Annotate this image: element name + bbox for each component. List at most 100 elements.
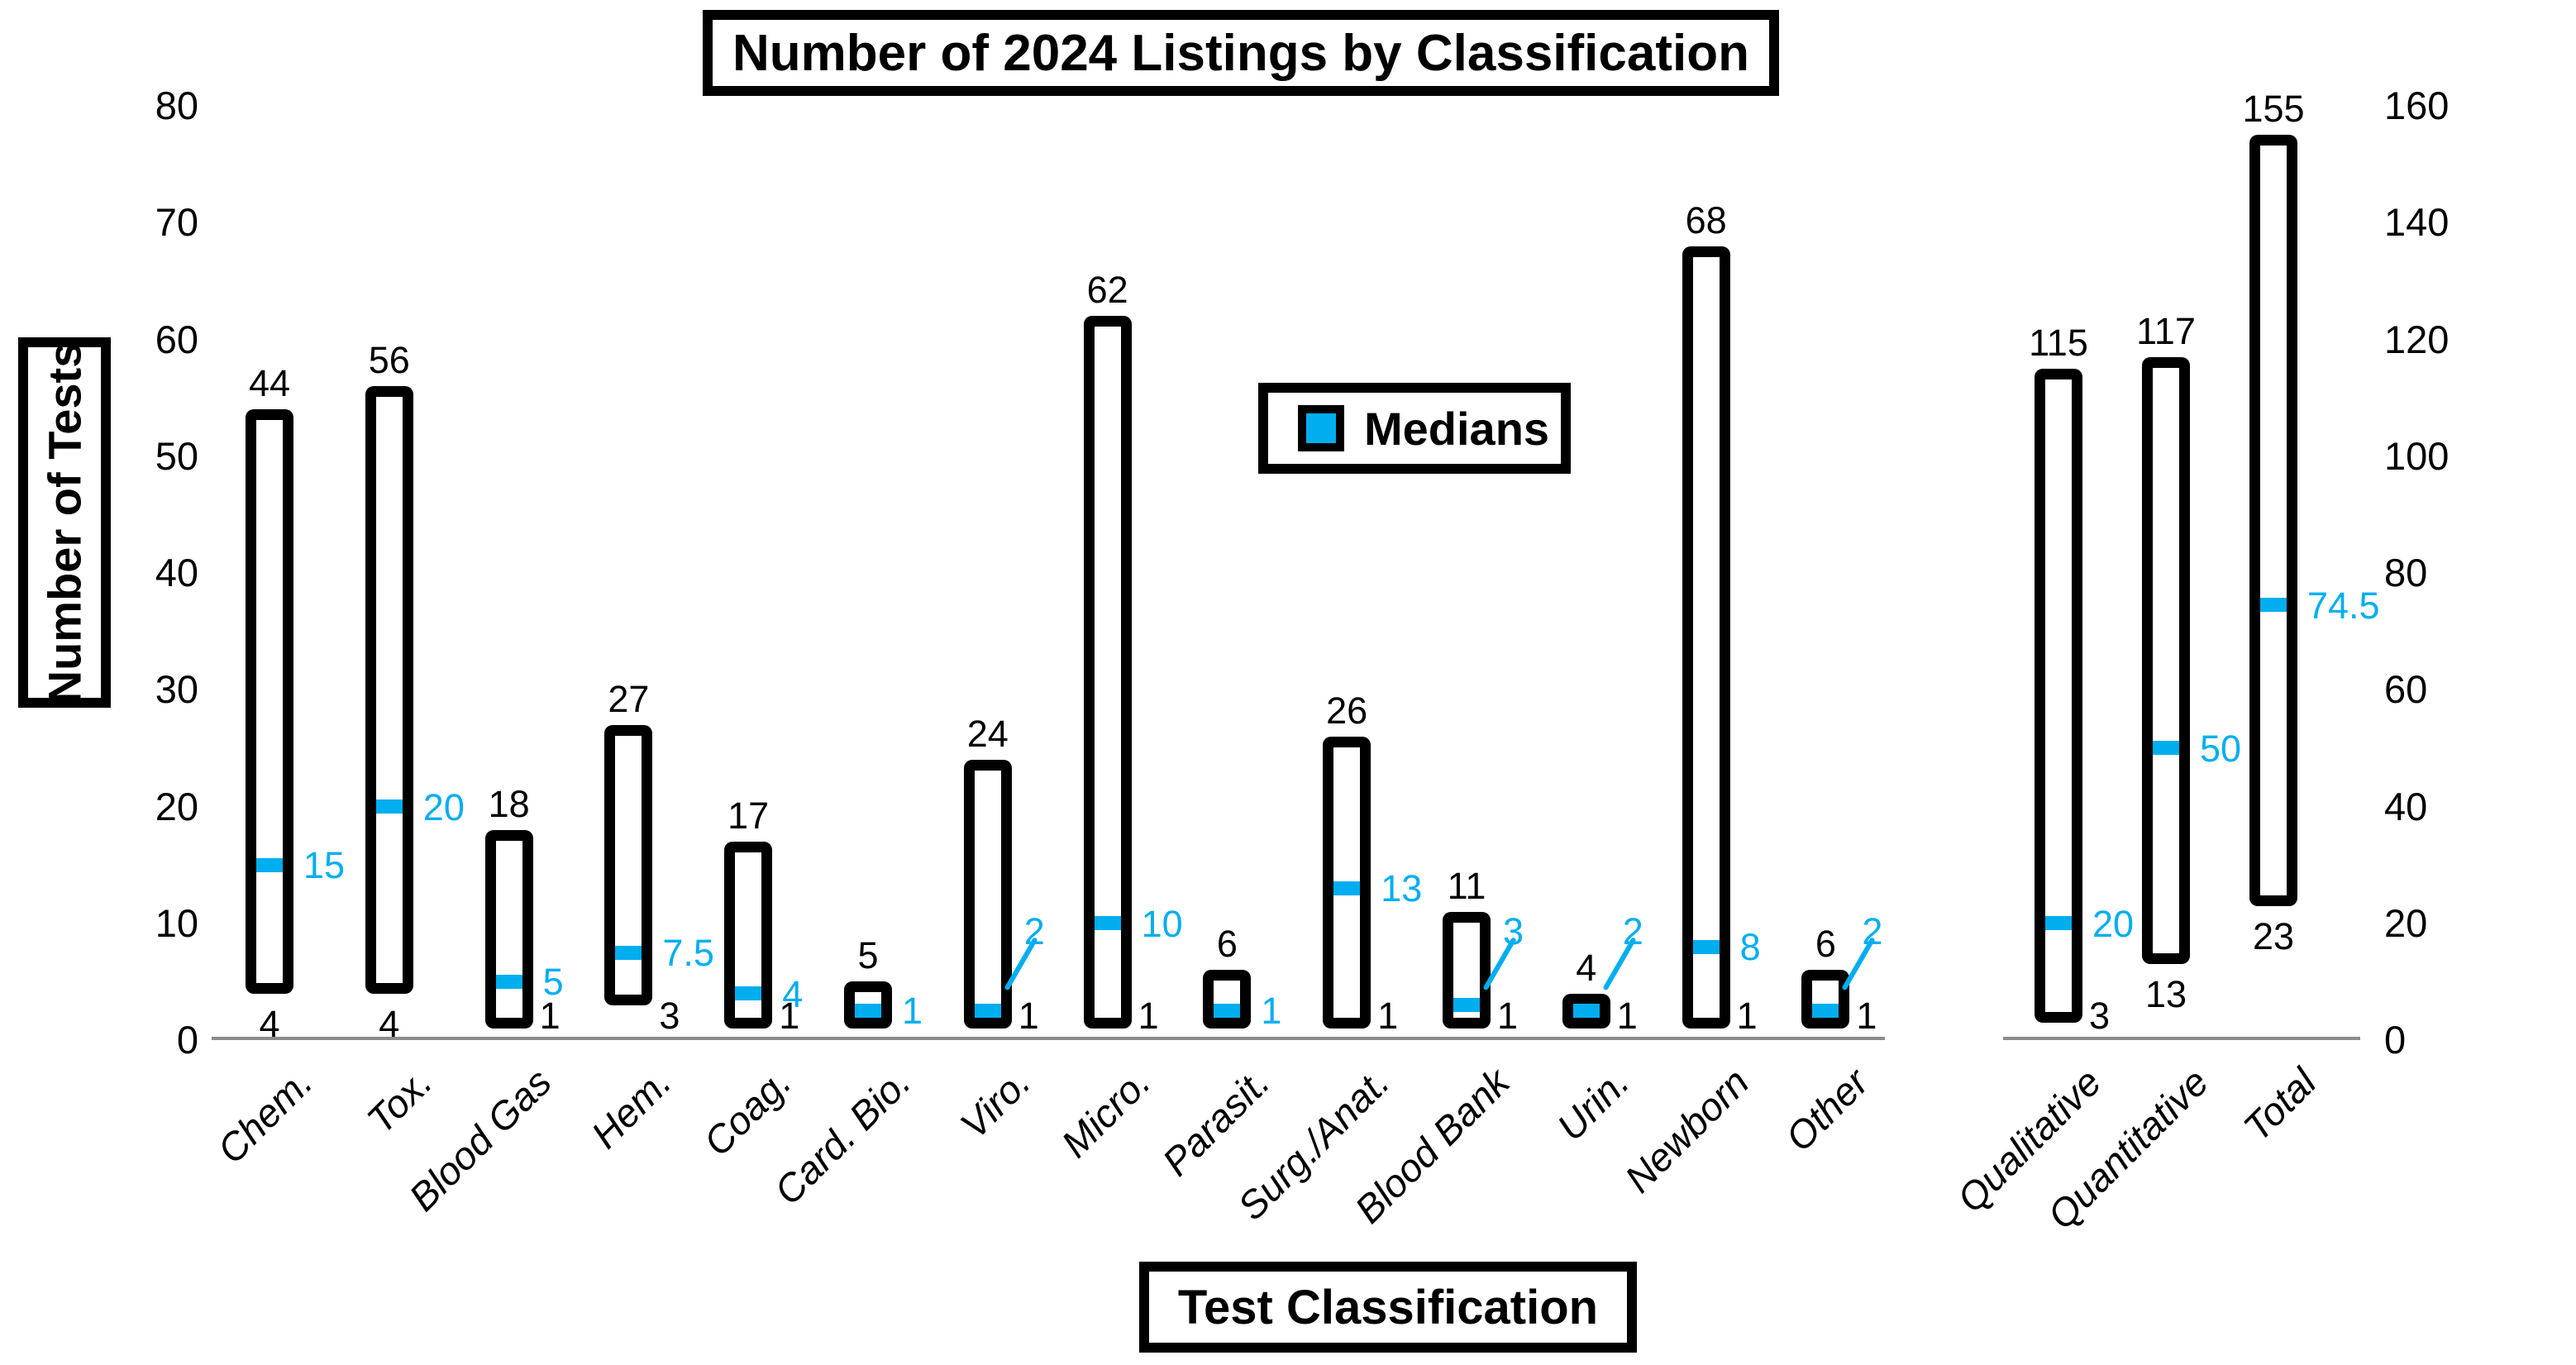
max-label-tox: 56 — [368, 339, 410, 381]
bar-chem — [246, 409, 293, 994]
min-label-coag: 1 — [779, 995, 800, 1037]
median-label-viro: 2 — [1023, 909, 1045, 952]
x-axis-title-box: Test Classification — [1139, 1262, 1637, 1353]
median-label-total: 74.5 — [2307, 584, 2380, 627]
max-label-quantitative: 117 — [2136, 309, 2196, 352]
median-label-urin: 2 — [1622, 909, 1643, 952]
min-label-viro: 1 — [1018, 995, 1039, 1037]
max-label-coag: 17 — [727, 794, 770, 837]
median-label-tox: 20 — [422, 785, 465, 828]
left-axis-tick-50: 50 — [155, 433, 198, 478]
x-category-label-newborn: Newborn — [1615, 1059, 1757, 1201]
x-category-label-other: Other — [1777, 1059, 1877, 1160]
min-label-quantitative: 13 — [2144, 973, 2187, 1016]
max-label-parasit: 6 — [1216, 923, 1238, 966]
median-label-parasit: 1 — [1261, 990, 1282, 1033]
max-label-qualitative: 115 — [2029, 321, 2088, 364]
min-label-newborn: 1 — [1736, 995, 1758, 1037]
right-axis-tick-140: 140 — [2384, 200, 2450, 245]
max-label-micro: 62 — [1086, 269, 1128, 312]
min-label-blood-bank: 1 — [1497, 995, 1519, 1037]
left-axis-tick-30: 30 — [155, 667, 198, 712]
median-band-total — [2260, 598, 2287, 613]
right-axis-tick-40: 40 — [2384, 784, 2428, 828]
max-label-hem: 27 — [608, 677, 650, 720]
x-axis-title: Test Classification — [1177, 1280, 1599, 1334]
x-axis-line-left — [212, 1037, 1885, 1040]
median-label-quantitative: 50 — [2200, 727, 2242, 770]
x-category-label-total: Total — [2235, 1059, 2325, 1150]
max-label-surg-anat: 26 — [1326, 689, 1368, 732]
median-label-coag: 4 — [782, 972, 804, 1015]
median-band-micro — [1094, 916, 1121, 931]
max-label-card-bio: 5 — [857, 934, 879, 977]
legend: Medians — [1258, 383, 1571, 474]
left-axis-tick-10: 10 — [155, 900, 198, 945]
max-label-total: 155 — [2242, 88, 2305, 131]
median-label-qualitative: 20 — [2092, 902, 2135, 945]
median-band-urin — [1572, 1003, 1600, 1018]
x-category-label-coag: Coag. — [694, 1059, 799, 1165]
max-label-newborn: 68 — [1685, 198, 1727, 241]
median-band-qualitative — [2045, 916, 2072, 931]
median-label-hem: 7.5 — [662, 932, 714, 975]
left-axis-tick-40: 40 — [155, 551, 198, 594]
bar-hem — [604, 724, 653, 1005]
right-axis-tick-80: 80 — [2384, 551, 2428, 594]
bar-surg-anat — [1323, 736, 1371, 1029]
left-axis-tick-60: 60 — [155, 317, 198, 361]
median-band-blood-gas — [495, 974, 522, 989]
bar-total — [2249, 135, 2297, 906]
min-label-urin: 1 — [1616, 995, 1638, 1037]
legend-median-swatch-icon — [1298, 405, 1344, 451]
median-band-card-bio — [855, 1003, 881, 1018]
median-band-blood-bank — [1453, 998, 1480, 1013]
x-category-label-chem: Chem. — [208, 1059, 321, 1172]
median-band-quantitative — [2153, 741, 2179, 756]
left-axis-tick-20: 20 — [155, 784, 198, 828]
left-axis-tick-70: 70 — [155, 200, 198, 245]
bar-parasit — [1203, 970, 1252, 1029]
median-band-newborn — [1692, 939, 1720, 954]
right-axis-tick-60: 60 — [2384, 667, 2428, 712]
right-axis-tick-120: 120 — [2384, 317, 2450, 361]
max-label-blood-gas: 18 — [488, 782, 530, 825]
x-axis-line-right — [2003, 1037, 2360, 1040]
left-axis-tick-0: 0 — [176, 1018, 198, 1062]
max-label-urin: 4 — [1576, 946, 1597, 989]
min-label-other: 1 — [1856, 995, 1877, 1037]
median-band-chem — [256, 857, 283, 872]
median-band-viro — [974, 1003, 1001, 1018]
bar-blood-gas — [484, 829, 533, 1029]
max-label-blood-bank: 11 — [1447, 864, 1486, 907]
median-label-chem: 15 — [303, 844, 346, 887]
min-label-qualitative: 3 — [2089, 995, 2111, 1037]
min-label-surg-anat: 1 — [1377, 995, 1399, 1037]
median-label-surg-anat: 13 — [1381, 867, 1423, 910]
median-label-card-bio: 1 — [902, 990, 923, 1033]
median-label-newborn: 8 — [1739, 926, 1761, 968]
bar-newborn — [1682, 246, 1730, 1029]
median-band-surg-anat — [1333, 881, 1361, 895]
right-axis-tick-100: 100 — [2384, 433, 2450, 478]
bar-tox — [365, 386, 413, 994]
min-label-hem: 3 — [659, 995, 680, 1037]
bar-quantitative — [2142, 356, 2190, 965]
chart-title: Number of 2024 Listings by Classificatio… — [732, 24, 1749, 82]
right-axis-tick-160: 160 — [2384, 84, 2450, 127]
median-band-coag — [735, 986, 762, 1000]
median-label-micro: 10 — [1141, 902, 1183, 945]
median-label-blood-bank: 3 — [1503, 909, 1524, 952]
right-axis-tick-20: 20 — [2384, 900, 2428, 945]
bar-other — [1801, 970, 1850, 1029]
right-axis-tick-0: 0 — [2384, 1018, 2407, 1062]
x-category-label-urin: Urin. — [1548, 1059, 1638, 1149]
chart-title-box: Number of 2024 Listings by Classificatio… — [703, 10, 1779, 96]
median-band-other — [1812, 1003, 1839, 1018]
min-label-blood-gas: 1 — [539, 995, 561, 1037]
median-band-tox — [375, 799, 403, 814]
max-label-chem: 44 — [248, 362, 291, 405]
x-category-label-micro: Micro. — [1052, 1059, 1158, 1166]
